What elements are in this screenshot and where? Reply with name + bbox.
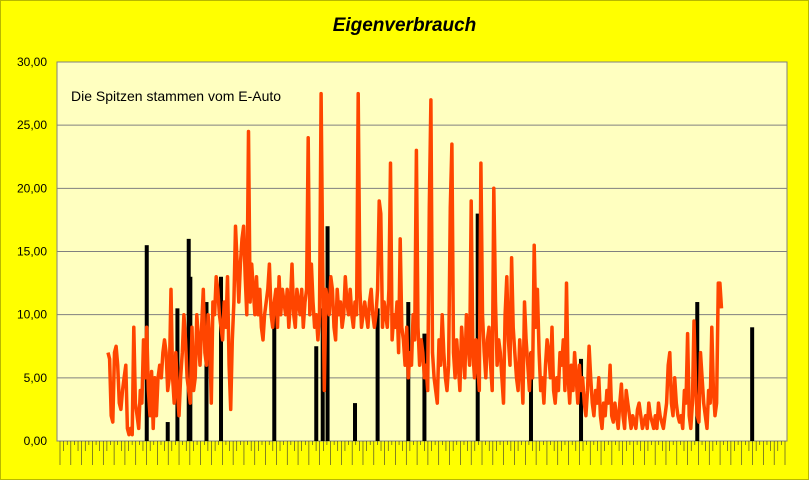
x-tick-marks: [59, 441, 786, 465]
bar: [353, 403, 358, 441]
y-tick-label: 10,00: [17, 308, 47, 322]
y-tick-label: 5,00: [24, 371, 48, 385]
bar: [272, 302, 277, 441]
chart-annotation: Die Spitzen stammen vom E-Auto: [71, 88, 281, 104]
bar: [314, 346, 319, 441]
y-tick-label: 20,00: [17, 181, 47, 195]
bar: [695, 302, 700, 441]
y-tick-label: 25,00: [17, 118, 47, 132]
bar: [375, 308, 380, 441]
bar: [579, 358, 584, 441]
bar: [219, 276, 224, 441]
y-tick-labels: 0,00 5,00 10,00 15,00 20,00 25,00 30,00: [17, 55, 47, 448]
line-series: [106, 91, 724, 437]
bar: [325, 226, 330, 441]
y-tick-label: 30,00: [17, 55, 47, 69]
bar: [475, 213, 480, 441]
bar: [528, 352, 533, 441]
y-tick-label: 15,00: [17, 245, 47, 259]
bar: [204, 302, 209, 441]
bar: [750, 327, 755, 441]
gridlines: [57, 124, 787, 379]
bar: [422, 333, 427, 441]
y-tick-label: 0,00: [24, 434, 48, 448]
chart-title: Eigenverbrauch: [332, 15, 477, 36]
bar: [165, 422, 170, 441]
